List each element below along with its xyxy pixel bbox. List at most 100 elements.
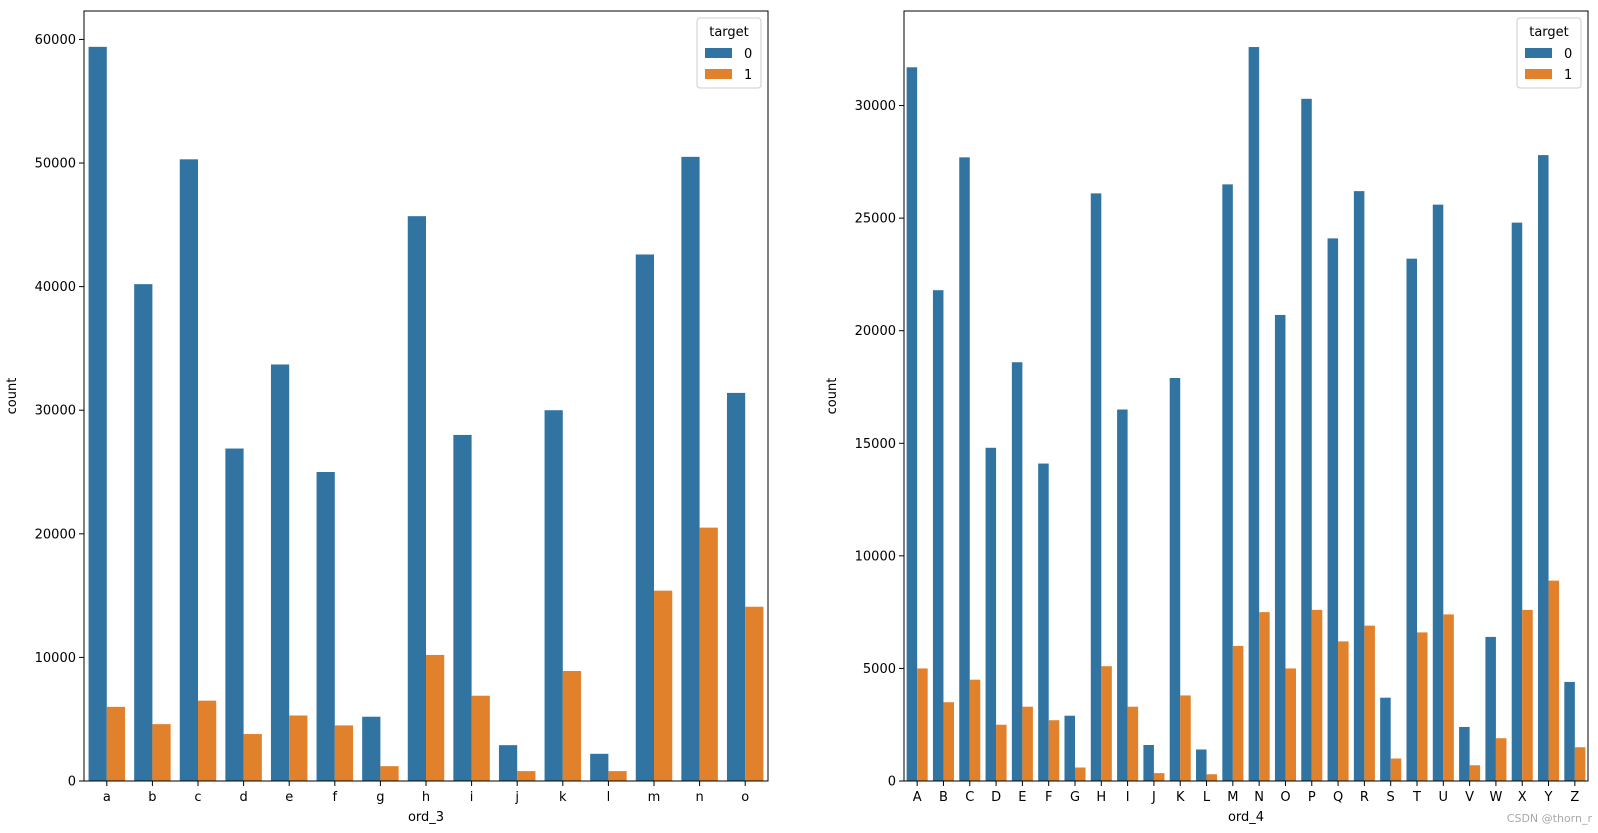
- bar-A-target-0: [906, 67, 918, 781]
- bar-U-target-0: [1432, 204, 1444, 781]
- y-axis-label: count: [5, 378, 20, 415]
- watermark-text: CSDN @thorn_r: [1506, 812, 1592, 825]
- bar-j-target-1: [517, 771, 536, 781]
- bar-b-target-1: [152, 724, 171, 781]
- y-tick-label: 60000: [35, 33, 76, 48]
- x-tick-label: C: [965, 790, 974, 805]
- bar-A-target-1: [917, 668, 928, 781]
- bar-n-target-1: [699, 527, 718, 781]
- bar-h-target-1: [426, 654, 445, 781]
- bar-e-target-1: [289, 715, 308, 781]
- x-tick-label: I: [1126, 790, 1130, 805]
- bar-h-target-0: [407, 216, 426, 782]
- x-tick-label: K: [1176, 790, 1185, 805]
- y-tick-label: 0: [68, 775, 76, 790]
- x-tick-label: k: [559, 790, 567, 805]
- bar-F-target-1: [1048, 720, 1060, 781]
- x-tick-label: Q: [1333, 790, 1343, 805]
- bar-F-target-0: [1038, 463, 1049, 781]
- bar-n-target-0: [681, 156, 700, 781]
- x-tick-label: U: [1439, 790, 1449, 805]
- bar-I-target-0: [1117, 409, 1128, 781]
- x-tick-label: S: [1387, 790, 1395, 805]
- bar-g-target-0: [362, 716, 381, 781]
- bar-M-target-1: [1232, 645, 1244, 781]
- bar-l-target-1: [608, 771, 627, 781]
- bar-T-target-0: [1406, 258, 1417, 781]
- y-tick-label: 20000: [855, 324, 896, 339]
- bar-P-target-0: [1301, 98, 1312, 782]
- legend-title: target: [1529, 25, 1569, 40]
- y-tick-label: 15000: [855, 437, 896, 452]
- x-tick-label: m: [648, 790, 661, 805]
- x-tick-label: D: [991, 790, 1001, 805]
- bar-m-target-0: [635, 254, 654, 781]
- bar-W-target-0: [1485, 636, 1496, 781]
- x-tick-label: A: [913, 790, 922, 805]
- bar-e-target-0: [270, 364, 290, 781]
- bar-S-target-1: [1390, 758, 1402, 781]
- bar-j-target-0: [498, 745, 518, 781]
- y-tick-label: 0: [888, 775, 896, 790]
- bar-N-target-0: [1248, 47, 1260, 782]
- bar-i-target-1: [471, 695, 490, 781]
- legend-swatch-target-0: [705, 48, 732, 58]
- bar-T-target-1: [1417, 632, 1428, 781]
- y-tick-label: 20000: [35, 527, 76, 542]
- y-tick-label: 10000: [855, 549, 896, 564]
- x-tick-label: B: [939, 790, 948, 805]
- x-tick-label: f: [333, 790, 338, 805]
- x-tick-label: g: [376, 790, 384, 805]
- bar-K-target-1: [1180, 695, 1191, 781]
- x-tick-label: L: [1203, 790, 1211, 805]
- x-tick-label: H: [1096, 790, 1106, 805]
- x-tick-label: Z: [1570, 790, 1579, 805]
- y-tick-label: 5000: [863, 662, 896, 677]
- bar-H-target-0: [1090, 193, 1102, 782]
- x-tick-label: o: [741, 790, 749, 805]
- legend-title: target: [709, 25, 749, 40]
- x-axis-label: ord_3: [408, 810, 444, 825]
- bar-J-target-1: [1153, 773, 1165, 781]
- x-tick-label: J: [1151, 790, 1156, 805]
- legend-label-target-1: 1: [744, 68, 752, 83]
- legend-label-target-0: 0: [1564, 47, 1572, 62]
- bar-B-target-0: [932, 290, 944, 781]
- x-tick-label: i: [470, 790, 474, 805]
- x-tick-label: a: [103, 790, 111, 805]
- x-tick-label: X: [1518, 790, 1527, 805]
- bar-P-target-1: [1311, 609, 1323, 781]
- bar-c-target-1: [198, 700, 217, 781]
- bar-f-target-0: [316, 472, 335, 781]
- legend-swatch-target-0: [1525, 48, 1552, 58]
- bar-Q-target-0: [1327, 238, 1339, 782]
- x-tick-label: h: [422, 790, 430, 805]
- bar-M-target-0: [1222, 184, 1233, 782]
- x-tick-label: d: [239, 790, 247, 805]
- bar-o-target-1: [745, 606, 764, 781]
- bar-O-target-0: [1274, 314, 1286, 781]
- y-tick-label: 40000: [35, 280, 76, 295]
- bar-o-target-0: [726, 392, 746, 781]
- bar-Y-target-1: [1548, 580, 1560, 781]
- bar-f-target-1: [334, 725, 354, 781]
- x-tick-label: R: [1360, 790, 1369, 805]
- bar-Y-target-0: [1538, 155, 1549, 781]
- x-tick-label: N: [1254, 790, 1264, 805]
- bar-U-target-1: [1443, 614, 1454, 781]
- y-tick-label: 10000: [35, 651, 76, 666]
- bar-d-target-0: [225, 448, 244, 781]
- bar-R-target-0: [1353, 191, 1365, 782]
- bar-L-target-0: [1196, 749, 1207, 781]
- x-tick-label: l: [607, 790, 611, 805]
- legend-label-target-0: 0: [744, 47, 752, 62]
- bar-D-target-0: [985, 447, 997, 781]
- bar-b-target-0: [134, 284, 153, 781]
- y-tick-label: 50000: [35, 157, 76, 172]
- y-tick-label: 30000: [35, 404, 76, 419]
- x-tick-label: b: [148, 790, 156, 805]
- bar-m-target-1: [654, 590, 673, 781]
- bar-k-target-1: [562, 671, 582, 781]
- legend-swatch-target-1: [1525, 69, 1552, 79]
